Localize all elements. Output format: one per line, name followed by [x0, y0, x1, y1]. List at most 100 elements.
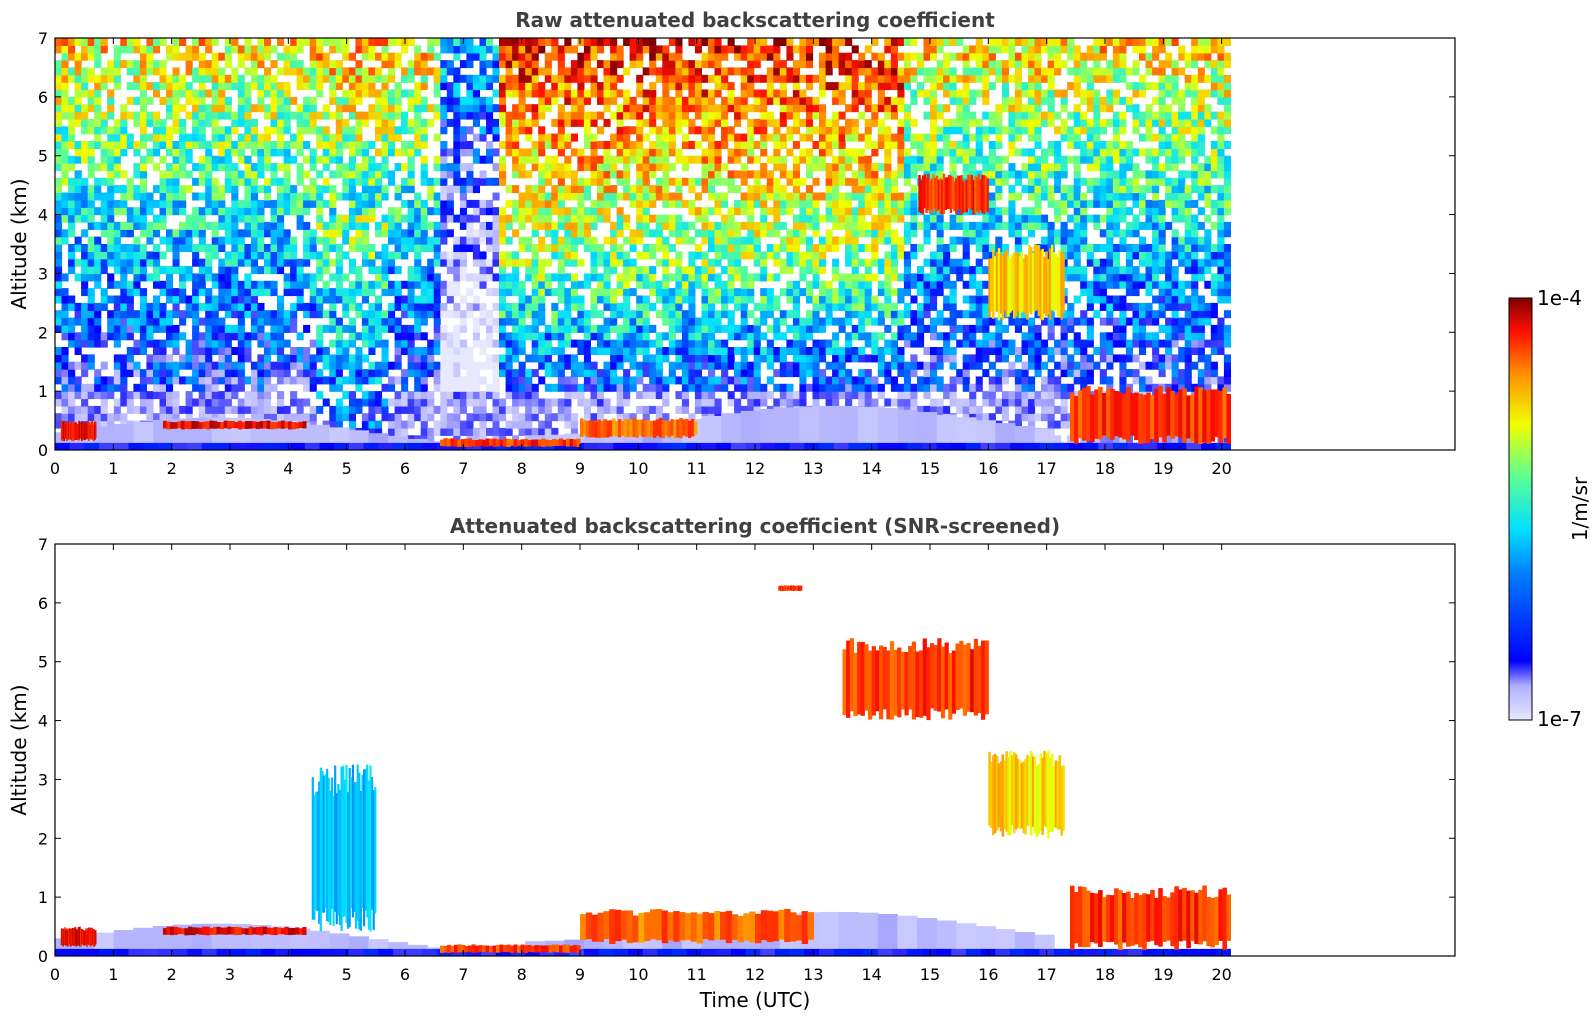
heat-cell [825, 133, 833, 142]
heat-cell [453, 391, 461, 400]
heat-cell [564, 118, 572, 127]
heat-cell [538, 273, 546, 282]
heat-cell [806, 295, 814, 304]
heat-cell [544, 163, 552, 172]
heat-cell [420, 199, 428, 208]
heat-cell [368, 192, 376, 201]
heat-cell [427, 192, 435, 201]
heat-cell [192, 89, 200, 98]
heat-cell [819, 67, 827, 76]
heat-cell [303, 96, 311, 105]
heat-cell [329, 96, 337, 105]
heat-cell [479, 126, 487, 135]
heat-cell [799, 133, 807, 142]
heat-cell [642, 45, 650, 54]
heat-cell [172, 266, 180, 275]
heat-cell [597, 177, 605, 186]
heat-cell [453, 302, 461, 311]
heat-cell [192, 45, 200, 54]
heat-cell [701, 89, 709, 98]
heat-cell [492, 177, 500, 186]
heat-cell [577, 155, 585, 164]
heat-cell [577, 391, 585, 400]
heat-cell [525, 67, 533, 76]
heat-cell [120, 280, 128, 289]
heat-cell [701, 376, 709, 385]
heat-cell [166, 369, 174, 378]
heat-cell [623, 369, 631, 378]
heat-cell [237, 324, 245, 333]
heat-cell [107, 141, 115, 149]
heat-cell [94, 324, 102, 333]
heat-cell [257, 170, 265, 179]
heat-cell [701, 361, 709, 370]
heat-cell [329, 155, 337, 164]
heat-cell [714, 67, 722, 76]
heat-cell [616, 155, 624, 164]
heat-cell [303, 221, 311, 230]
heat-cell [316, 185, 324, 194]
heat-cell [61, 67, 69, 76]
heat-cell [361, 185, 369, 194]
heat-cell [61, 361, 69, 370]
heat-cell [264, 38, 272, 46]
heat-cell [218, 199, 226, 208]
heat-cell [179, 376, 187, 385]
heat-cell [322, 251, 330, 260]
heat-cell [472, 118, 480, 127]
heat-cell [479, 45, 487, 54]
heat-cell [270, 170, 278, 179]
heat-cell [544, 288, 552, 297]
heat-cell [277, 398, 285, 407]
heat-cell [87, 214, 95, 223]
heat-cell [329, 148, 337, 157]
heat-cell [290, 354, 298, 363]
heat-cell [179, 163, 187, 172]
heat-cell [727, 376, 735, 385]
heat-cell [388, 420, 396, 429]
heat-cell [218, 258, 226, 267]
heat-cell [237, 96, 245, 105]
heat-cell [198, 391, 206, 400]
heat-cell [701, 38, 709, 46]
heat-cell [394, 244, 402, 252]
heat-cell [649, 67, 657, 76]
heat-cell [342, 405, 350, 414]
heat-cell [819, 339, 827, 348]
heat-cell [734, 244, 742, 252]
heat-cell [361, 376, 369, 385]
heat-cell [335, 96, 343, 105]
heat-cell [486, 324, 494, 333]
heat-cell [290, 266, 298, 275]
heat-cell [159, 96, 167, 105]
heat-cell [747, 376, 755, 385]
heat-cell [192, 141, 200, 149]
heat-cell [290, 52, 298, 61]
heat-cell [551, 185, 559, 194]
heat-cell [316, 302, 324, 311]
heat-cell [668, 82, 676, 91]
heat-cell [68, 118, 76, 127]
heat-cell [459, 376, 467, 385]
heat-cell [335, 111, 343, 120]
heat-cell [342, 52, 350, 61]
heat-cell [55, 118, 63, 127]
heat-cell [381, 52, 389, 61]
heat-cell [329, 38, 337, 46]
heat-cell [629, 229, 637, 238]
heat-cell [120, 332, 128, 341]
heat-cell [472, 111, 480, 120]
heat-cell [237, 251, 245, 260]
heat-cell [185, 82, 193, 91]
heat-cell [296, 74, 304, 83]
heat-cell [642, 192, 650, 201]
heat-cell [172, 163, 180, 172]
heat-cell [675, 148, 683, 157]
heat-cell [531, 229, 539, 238]
heat-cell [375, 229, 383, 238]
heat-cell [113, 332, 121, 341]
heat-cell [786, 111, 794, 120]
heat-cell [531, 38, 539, 46]
heat-cell [172, 67, 180, 76]
heat-cell [512, 354, 520, 363]
